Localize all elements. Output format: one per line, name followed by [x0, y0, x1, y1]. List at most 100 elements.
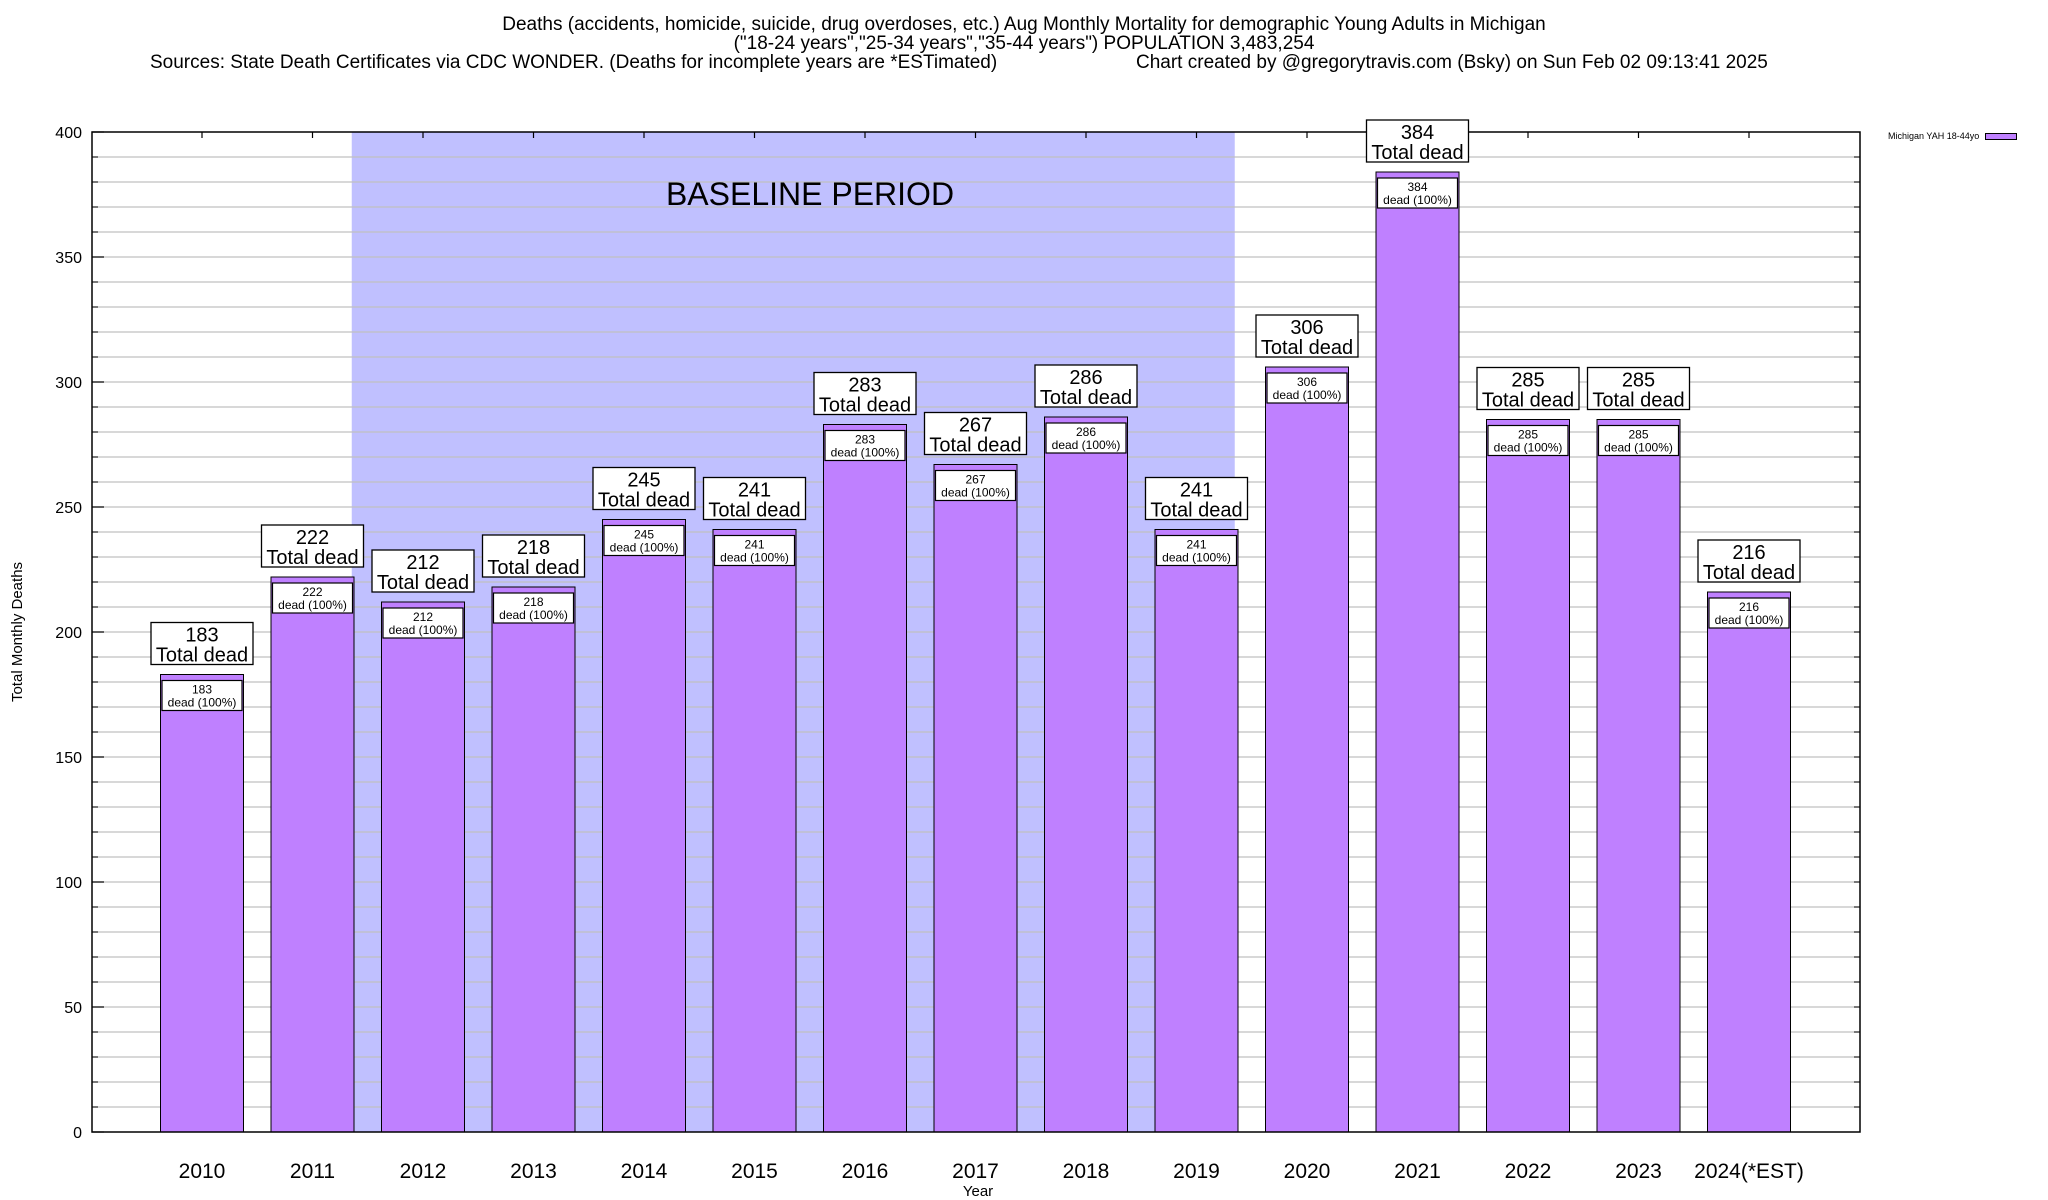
- total-label-text: Total dead: [266, 547, 358, 569]
- y-tick-label: 300: [55, 375, 82, 392]
- x-tick-label: 2012: [400, 1160, 447, 1183]
- inner-label-text: dead (100%): [610, 541, 679, 555]
- inner-label-value: 286: [1076, 425, 1096, 439]
- y-tick-label: 350: [55, 250, 82, 267]
- x-tick-label: 2017: [952, 1160, 999, 1183]
- total-label-value: 183: [185, 625, 218, 647]
- y-tick-label: 150: [55, 750, 82, 767]
- total-label-text: Total dead: [377, 572, 469, 594]
- total-label-box: [481, 534, 586, 578]
- inner-label-text: dead (100%): [720, 551, 789, 565]
- total-label-value: 218: [517, 537, 550, 559]
- inner-label-value: 222: [302, 585, 322, 599]
- y-tick-label: 200: [55, 625, 82, 642]
- total-label-box: [1697, 539, 1801, 583]
- inner-label-box: [1266, 372, 1348, 404]
- inner-label-value: 267: [965, 473, 985, 487]
- total-label-value: 241: [1180, 480, 1213, 502]
- total-label-box: [1034, 364, 1138, 408]
- x-tick-label: 2016: [842, 1160, 889, 1183]
- inner-label-text: dead (100%): [1162, 551, 1231, 565]
- total-label-text: Total dead: [929, 435, 1021, 457]
- inner-label-value: 283: [855, 433, 875, 447]
- bar-2012: [381, 601, 465, 1133]
- total-label-box: [371, 549, 475, 593]
- inner-label-box: [934, 469, 1017, 502]
- total-label-value: 245: [627, 470, 660, 492]
- x-tick-label: 2020: [1284, 1160, 1331, 1183]
- bar-2014: [602, 519, 686, 1133]
- bar-2019: [1154, 529, 1239, 1133]
- bar-2013: [491, 586, 576, 1133]
- inner-label-value: 285: [1628, 428, 1648, 442]
- y-tick-label: 0: [73, 1125, 82, 1142]
- inner-label-value: 285: [1518, 428, 1538, 442]
- y-tick-label: 50: [64, 1000, 82, 1017]
- total-label-value: 283: [848, 375, 881, 397]
- y-tick-label: 400: [55, 125, 82, 142]
- chart-title-line-1: Deaths (accidents, homicide, suicide, dr…: [502, 14, 1546, 35]
- inner-label-value: 218: [523, 595, 543, 609]
- chart-title-line-2: ("18-24 years","25-34 years","35-44 year…: [733, 33, 1315, 54]
- inner-label-text: dead (100%): [389, 623, 458, 637]
- inner-label-value: 384: [1407, 180, 1427, 194]
- legend-label: Michigan YAH 18-44yo: [1888, 131, 1980, 141]
- bar-2017: [933, 464, 1018, 1133]
- inner-label-box: [1155, 534, 1238, 567]
- inner-label-text: dead (100%): [168, 696, 237, 710]
- inner-label-box: [382, 607, 464, 639]
- x-tick-label: 2023: [1615, 1160, 1662, 1183]
- bar-2016: [823, 424, 907, 1133]
- inner-label-text: dead (100%): [499, 608, 568, 622]
- total-label-text: Total dead: [1150, 500, 1242, 522]
- total-label-text: Total dead: [1703, 562, 1795, 584]
- total-label-box: [150, 621, 254, 666]
- total-label-value: 286: [1069, 367, 1102, 389]
- total-label-value: 216: [1732, 542, 1765, 564]
- inner-label-box: [603, 524, 685, 557]
- x-tick-label: 2021: [1394, 1160, 1441, 1183]
- x-tick-label: 2013: [510, 1160, 557, 1183]
- inner-label-box: [1597, 424, 1680, 457]
- x-tick-label: 2014: [621, 1160, 668, 1183]
- bar-2021: [1375, 171, 1460, 1133]
- bar-2022: [1486, 419, 1570, 1133]
- total-label-box: [592, 466, 696, 511]
- bar-2011: [270, 576, 355, 1133]
- total-label-value: 285: [1622, 370, 1655, 392]
- inner-label-text: dead (100%): [278, 598, 347, 612]
- y-tick-label: 250: [55, 500, 82, 517]
- total-label-value: 267: [959, 415, 992, 437]
- bar-2023: [1596, 419, 1681, 1133]
- baseline-period-label: BASELINE PERIOD: [666, 176, 954, 212]
- total-label-text: Total dead: [598, 490, 690, 512]
- inner-label-text: dead (100%): [1604, 441, 1673, 455]
- inner-label-box: [1376, 177, 1459, 209]
- total-label-box: [813, 371, 917, 416]
- x-tick-label: 2019: [1173, 1160, 1220, 1183]
- inner-label-box: [713, 534, 796, 567]
- total-label-box: [1144, 476, 1249, 521]
- inner-label-box: [824, 429, 906, 462]
- bar-2020: [1265, 366, 1349, 1133]
- total-label-value: 212: [406, 552, 439, 574]
- inner-label-box: [161, 679, 243, 712]
- inner-label-value: 241: [1186, 538, 1206, 552]
- inner-label-text: dead (100%): [1273, 388, 1342, 402]
